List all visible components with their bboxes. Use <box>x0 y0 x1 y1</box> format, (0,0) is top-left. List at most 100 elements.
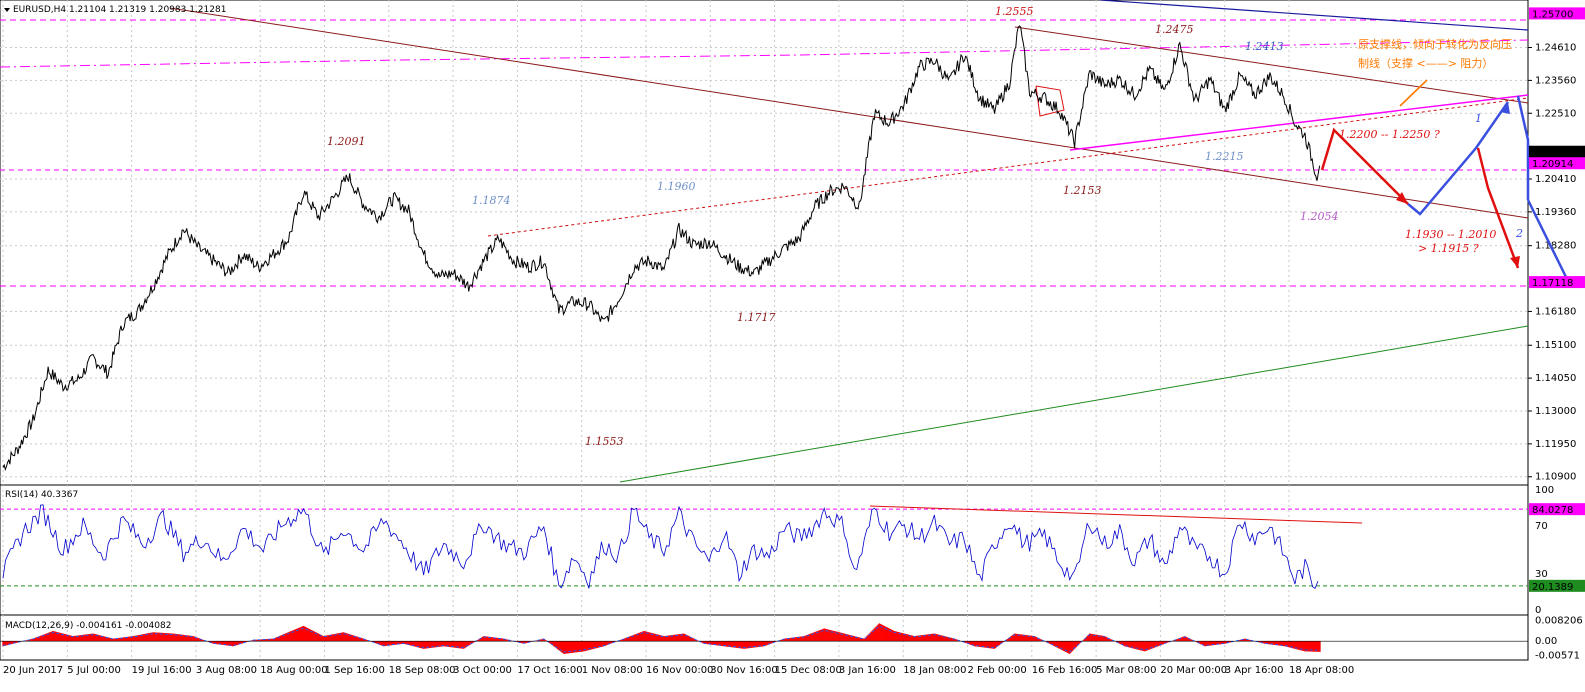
annotation-12555: 1.2555 <box>995 5 1034 18</box>
chart-annotations: 1.2555 1.2475 1.2413 1.2091 1.1874 1.196… <box>327 5 1523 448</box>
magenta-rising-line[interactable] <box>1069 94 1529 151</box>
rising-dotted-trendline[interactable] <box>487 97 1529 237</box>
rsi-title: RSI(14) 40.3367 <box>5 490 78 500</box>
wave-label-2: 2 <box>1515 227 1523 240</box>
price-tick-label: 1.23560 <box>1535 75 1576 86</box>
wave-label-1: 1 <box>1475 112 1482 125</box>
blue-arrowhead-1 <box>1500 102 1510 114</box>
time-tick-label: 19 Jul 16:00 <box>132 665 192 676</box>
blue-forecast-arrow-2-tail[interactable] <box>1526 199 1568 278</box>
time-tick-label: 15 Dec 08:00 <box>775 665 842 676</box>
time-tick-label: 18 Jan 08:00 <box>903 665 966 676</box>
price-axis: 1.24610 1.23560 1.22510 1.20410 1.19360 1.182… <box>1528 43 1583 662</box>
blue-forecast-arrow-1[interactable] <box>1407 101 1510 216</box>
note-support-to-resistance-line2: 制线（支撑 <——> 阻力） <box>1358 56 1493 70</box>
red-forecast-arrow-2[interactable] <box>1476 147 1520 269</box>
time-tick-label: 18 Aug 00:00 <box>260 665 327 676</box>
time-tick-label: 3 Apr 16:00 <box>1225 665 1284 676</box>
drawing-objects <box>0 0 1568 524</box>
rsi-tick-label: 30 <box>1535 569 1548 580</box>
price-tag <box>1529 276 1585 289</box>
channel-upper-line[interactable] <box>1014 26 1529 104</box>
symbol-header: EURUSD,H4 1.21104 1.21319 1.20983 1.2128… <box>4 5 226 15</box>
rsi-level-tag <box>1529 579 1585 592</box>
price-tick-label: 1.18280 <box>1535 241 1576 252</box>
blue-forecast-arrow-2[interactable] <box>1516 95 1530 200</box>
chevron-down-icon[interactable] <box>4 8 10 12</box>
time-tick-label: 18 Sep 08:00 <box>389 665 456 676</box>
rsi-pane[interactable] <box>0 484 1529 616</box>
rsi-tick-label: 70 <box>1535 521 1548 532</box>
price-tag <box>1529 145 1585 158</box>
macd-tick-label: 0.00 <box>1535 636 1557 647</box>
price-tick-label: 1.15100 <box>1535 340 1576 351</box>
price-tag-label: 1.25700 <box>1532 9 1573 20</box>
price-tag <box>1529 157 1585 170</box>
rsi-level-tag-label: 20.1389 <box>1532 582 1573 593</box>
annotation-12091: 1.2091 <box>327 135 366 148</box>
time-tick-label: 2 Feb 00:00 <box>968 665 1027 676</box>
time-tick-label: 16 Nov 00:00 <box>646 665 713 676</box>
note-support-to-resistance-line1: 原支撑线，倾向于转化为反向压 <box>1358 37 1512 51</box>
blue-downtrend-line[interactable] <box>1099 0 1529 31</box>
annotation-12153: 1.2153 <box>1063 184 1102 197</box>
macd-signal-line <box>2 625 1320 653</box>
price-tick-label: 1.19360 <box>1535 207 1576 218</box>
rsi-tick-label: 100 <box>1535 485 1554 496</box>
macd-pane[interactable] <box>0 614 1529 661</box>
rsi-level-tag-label: 84.0278 <box>1532 505 1573 516</box>
price-tick-label: 1.20410 <box>1535 174 1576 185</box>
time-tick-label: 17 Oct 16:00 <box>517 665 582 676</box>
price-tick-label: 1.11950 <box>1535 439 1576 450</box>
target-zone-upper: 1.2200 -- 1.2250 ? <box>1339 128 1440 141</box>
annotation-12413: 1.2413 <box>1245 40 1284 53</box>
red-arrowhead-2 <box>1510 256 1520 268</box>
flag-pattern-box[interactable] <box>1035 85 1065 117</box>
time-tick-label: 1 Nov 08:00 <box>582 665 643 676</box>
time-tick-label: 1 Sep 16:00 <box>325 665 385 676</box>
price-series <box>2 25 1321 472</box>
price-tag-label: 1.17118 <box>1532 278 1573 289</box>
rsi-level-tag <box>1529 503 1585 516</box>
time-tick-label: 5 Jul 00:00 <box>67 665 121 676</box>
price-tick-label: 1.22510 <box>1535 108 1576 119</box>
time-tick-label: 18 Apr 08:00 <box>1289 665 1354 676</box>
price-tick-label: 1.10900 <box>1535 472 1576 483</box>
magenta-dashdot-line[interactable] <box>0 39 1529 68</box>
annotation-12475: 1.2475 <box>1155 23 1194 36</box>
time-tick-label: 5 Mar 08:00 <box>1096 665 1156 676</box>
time-tick-label: 3 Jan 16:00 <box>839 665 896 676</box>
rsi-tick-label: 0 <box>1535 605 1541 616</box>
rsi-divergence-line[interactable] <box>869 505 1363 524</box>
macd-title: MACD(12,26,9) -0.004161 -0.004082 <box>5 621 171 631</box>
price-tick-label: 1.13000 <box>1535 406 1576 417</box>
rsi-line <box>2 504 1319 590</box>
price-tag-label: 1.21281 <box>1532 148 1573 159</box>
time-axis: 20 Jun 2017 5 Jul 00:00 19 Jul 16:00 3 Aug … <box>3 665 1354 676</box>
macd-tick-label: -0.00571 <box>1535 651 1580 662</box>
eurusd-price-line <box>2 25 1321 472</box>
channel-lower-line[interactable] <box>169 7 1529 219</box>
time-tick-label: 20 Mar 00:00 <box>1160 665 1227 676</box>
annotation-12054: 1.2054 <box>1300 210 1339 223</box>
orange-note-arrow[interactable] <box>1399 79 1428 107</box>
macd-series <box>0 623 1528 654</box>
red-arrowhead-1 <box>1396 192 1408 204</box>
time-tick-label: 3 Oct 00:00 <box>453 665 512 676</box>
time-tick-label: 20 Jun 2017 <box>3 665 63 676</box>
annotation-12215: 1.2215 <box>1205 150 1244 163</box>
red-forecast-arrow-1[interactable] <box>1320 127 1409 205</box>
macd-tick-label: 0.008206 <box>1535 615 1583 626</box>
symbol-header-text: EURUSD,H4 1.21104 1.21319 1.20983 1.2128… <box>13 5 226 15</box>
price-tag-label: 1.20914 <box>1532 159 1573 170</box>
time-tick-label: 30 Nov 16:00 <box>710 665 777 676</box>
grid-lines <box>0 0 1528 660</box>
green-long-trendline[interactable] <box>619 325 1529 483</box>
rsi-series <box>2 504 1319 590</box>
price-tick-label: 1.16180 <box>1535 306 1576 317</box>
price-pane[interactable] <box>0 0 1529 486</box>
annotation-11874: 1.1874 <box>472 194 511 207</box>
